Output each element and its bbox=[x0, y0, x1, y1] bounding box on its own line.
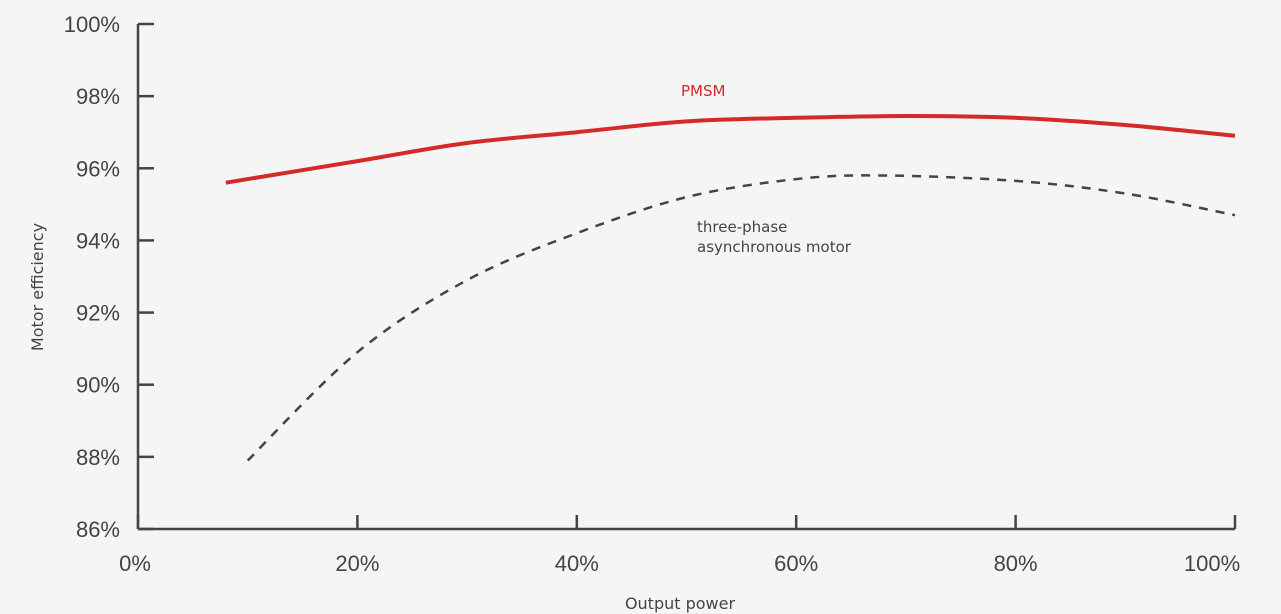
x-tick-label: 80% bbox=[994, 551, 1038, 576]
ticks: 86% 88% 90% 92% 94% 96% 98% 100% 0% 20% 40% 60% 80% 1… bbox=[64, 12, 1240, 576]
series-lines bbox=[225, 113, 1236, 462]
x-tick-label: 40% bbox=[555, 551, 599, 576]
series-line-pmsm bbox=[225, 113, 1236, 185]
series-label-async-line2: asynchronous motor bbox=[697, 238, 852, 256]
x-tick-label: 100% bbox=[1184, 551, 1240, 576]
y-tick-label: 98% bbox=[76, 84, 120, 109]
y-tick-label: 100% bbox=[64, 12, 120, 37]
y-tick-label: 96% bbox=[76, 156, 120, 181]
y-tick-label: 88% bbox=[76, 445, 120, 470]
x-tick-label: 60% bbox=[774, 551, 818, 576]
x-tick-label: 20% bbox=[335, 551, 379, 576]
axes bbox=[136, 24, 1235, 531]
y-tick-label: 90% bbox=[76, 373, 120, 398]
y-tick-label: 92% bbox=[76, 301, 120, 326]
series-label-async-line1: three-phase bbox=[697, 218, 787, 236]
x-axis-title: Output power bbox=[625, 594, 736, 613]
y-tick-label: 86% bbox=[76, 517, 120, 542]
x-tick-label: 0% bbox=[119, 551, 151, 576]
y-axis-title: Motor efficiency bbox=[28, 223, 47, 351]
series-label-pmsm: PMSM bbox=[681, 82, 725, 100]
y-tick-label: 94% bbox=[76, 228, 120, 253]
series-line-async-motor bbox=[246, 174, 1236, 462]
